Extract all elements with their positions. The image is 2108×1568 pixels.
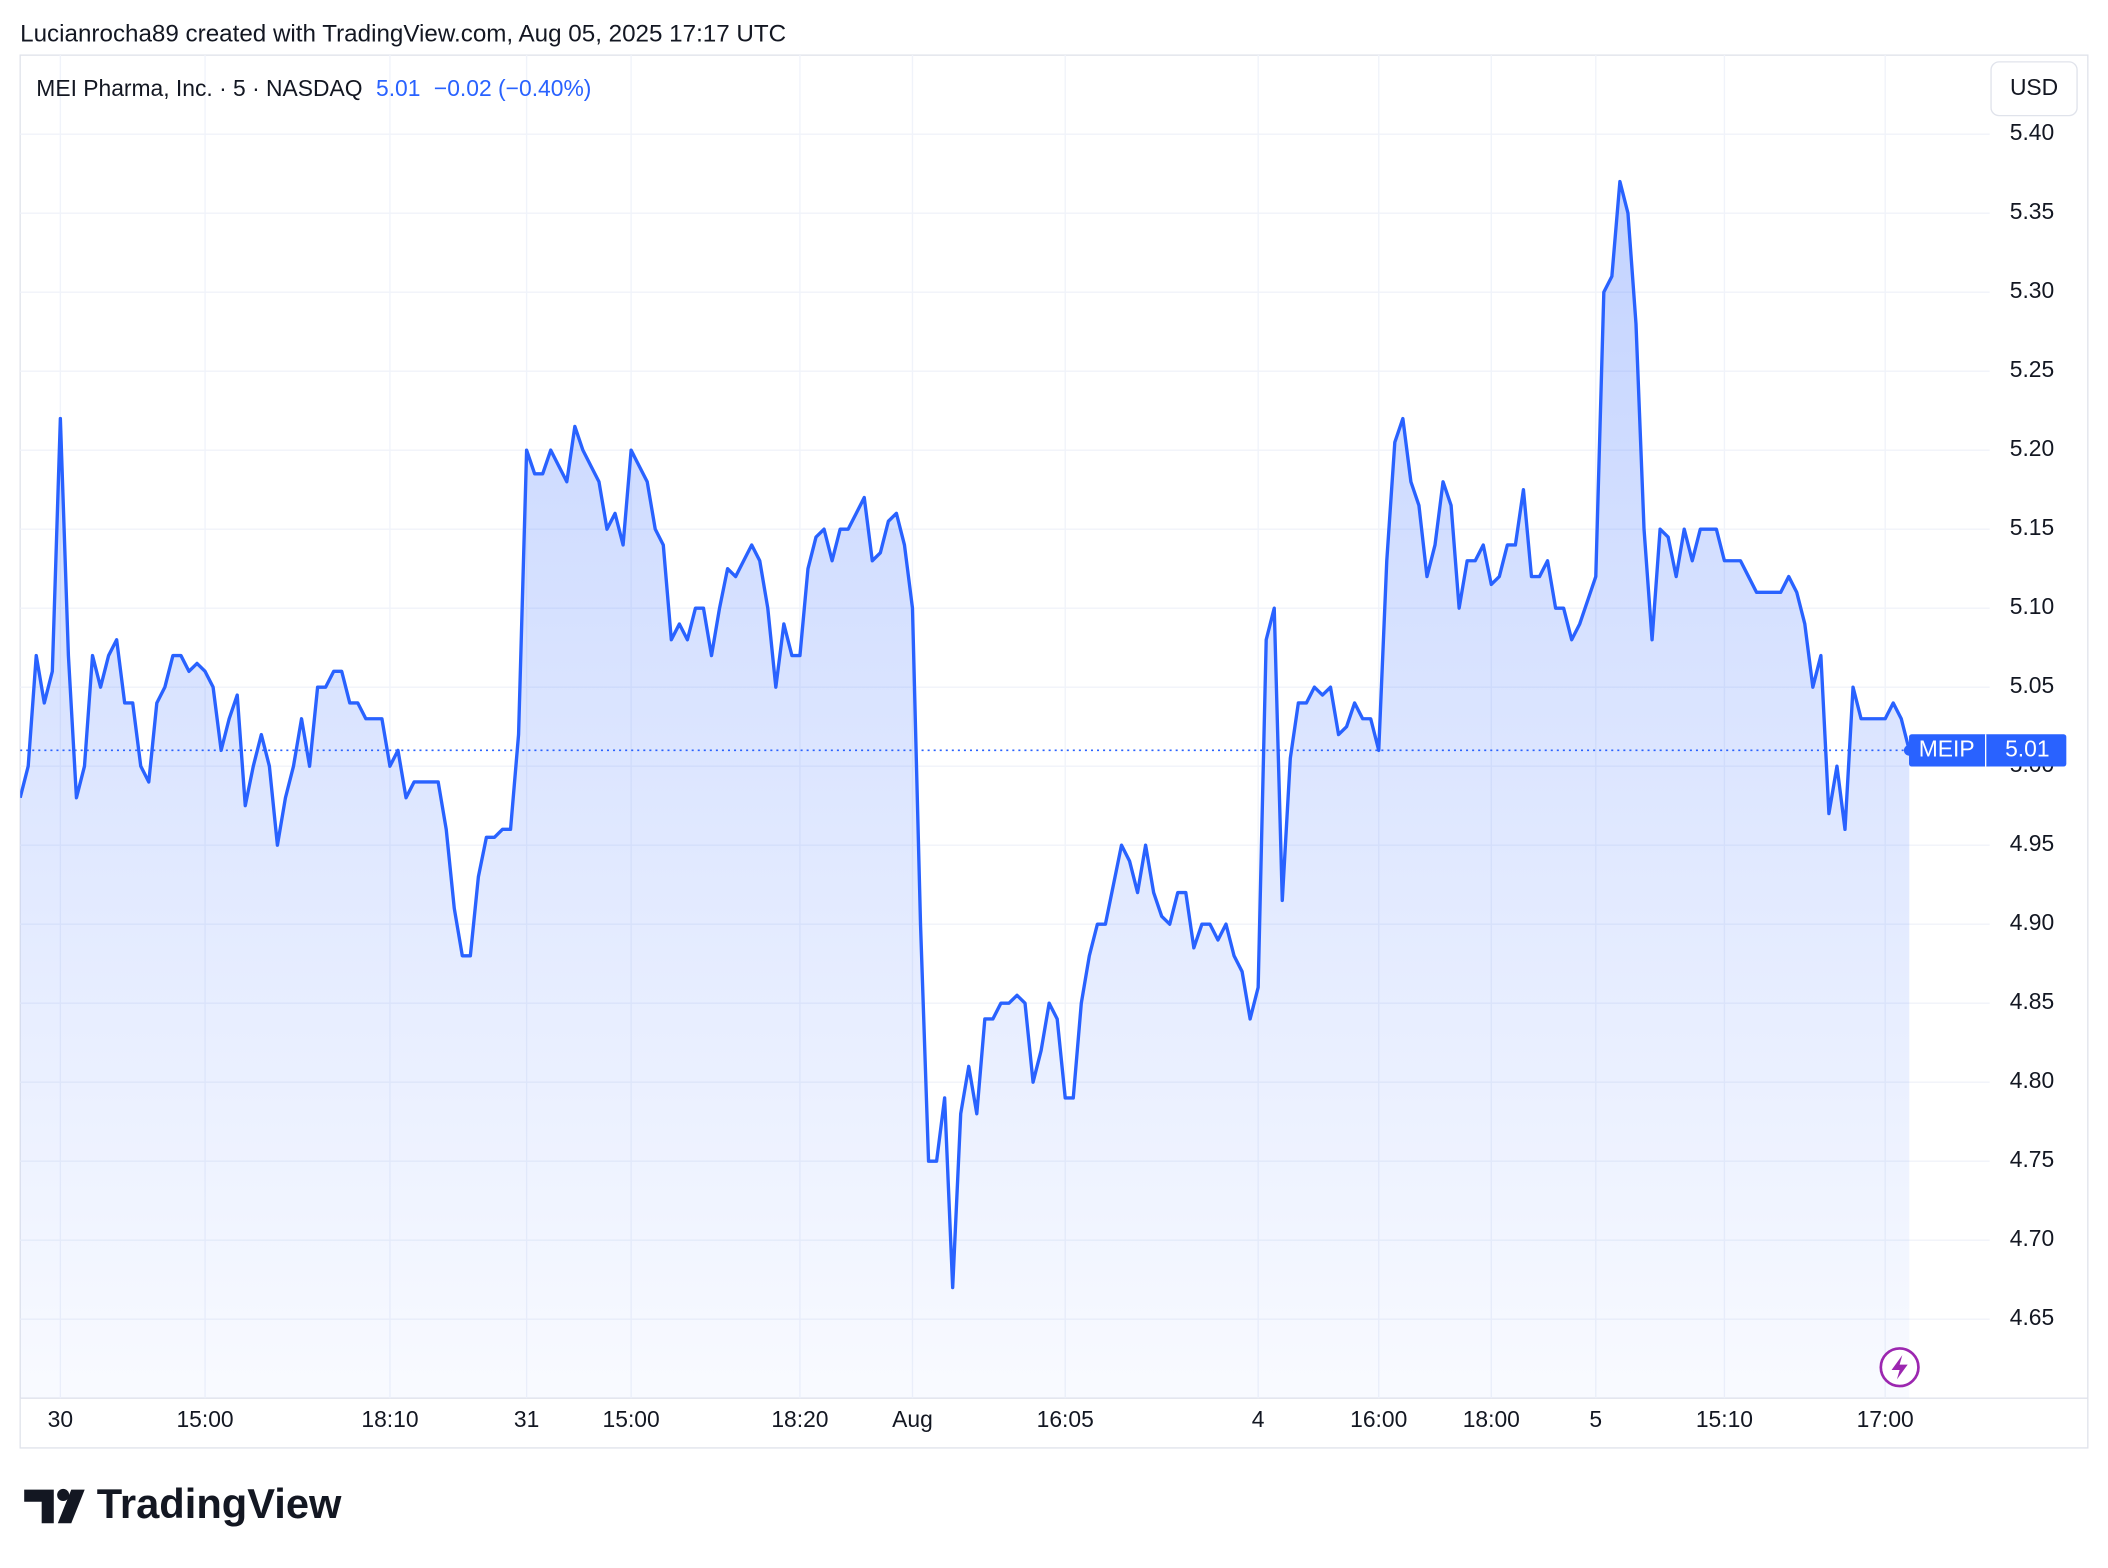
x-tick-label: 18:20 bbox=[771, 1406, 828, 1432]
plot-area bbox=[20, 179, 1990, 1399]
currency[interactable]: USD bbox=[2010, 74, 2058, 100]
currency-button[interactable] bbox=[1990, 61, 2078, 117]
x-tick-label: 15:10 bbox=[1696, 1406, 1753, 1432]
y-tick-label: 4.90 bbox=[2010, 909, 2054, 935]
logo: TradingView bbox=[24, 1480, 342, 1527]
price-label-value: 5.01 bbox=[2005, 735, 2049, 761]
y-tick-label: 5.15 bbox=[2010, 514, 2054, 540]
x-tick-label: 5 bbox=[1589, 1406, 1602, 1432]
y-tick-label: 5.25 bbox=[2010, 356, 2054, 382]
logo-mark bbox=[24, 1489, 54, 1524]
y-tick-label: 5.05 bbox=[2010, 672, 2054, 698]
x-tick-label: Aug bbox=[892, 1406, 933, 1432]
price-change: −0.02 (−0.40%) bbox=[434, 75, 591, 101]
y-tick-label: 5.30 bbox=[2010, 277, 2054, 303]
symbol-info: MEI Pharma, Inc. · 5 · NASDAQ bbox=[36, 75, 362, 101]
y-tick-label: 4.95 bbox=[2010, 830, 2054, 856]
x-tick-label: 18:10 bbox=[361, 1406, 418, 1432]
y-tick-label: 5.20 bbox=[2010, 435, 2054, 461]
logo-mark bbox=[57, 1489, 85, 1524]
logo-text: TradingView bbox=[97, 1480, 342, 1527]
x-tick-label: 16:05 bbox=[1037, 1406, 1094, 1432]
replay-icon[interactable] bbox=[1879, 1347, 1920, 1388]
x-tick-label: 15:00 bbox=[603, 1406, 660, 1432]
y-tick-label: 4.65 bbox=[2010, 1304, 2054, 1330]
chart-frame bbox=[19, 54, 2089, 1449]
x-tick-label: 17:00 bbox=[1857, 1406, 1914, 1432]
x-tick-label: 31 bbox=[514, 1406, 539, 1432]
price-label-box bbox=[1909, 734, 2067, 767]
x-tick-label: 18:00 bbox=[1463, 1406, 1520, 1432]
credit: Lucianrocha89 created with TradingView.c… bbox=[20, 20, 786, 47]
y-tick-label: 5.35 bbox=[2010, 198, 2054, 224]
y-tick-label: 4.80 bbox=[2010, 1067, 2054, 1093]
y-tick-label: 4.85 bbox=[2010, 988, 2054, 1014]
x-tick-label: 16:00 bbox=[1350, 1406, 1407, 1432]
y-tick-label: 4.70 bbox=[2010, 1225, 2054, 1251]
axes: 4.654.704.754.804.854.904.955.005.055.10… bbox=[48, 119, 2055, 1432]
last-price: 5.01 bbox=[376, 75, 420, 101]
price-line bbox=[20, 179, 1911, 1290]
x-tick-label: 4 bbox=[1252, 1406, 1265, 1432]
y-tick-label: 5.40 bbox=[2010, 119, 2054, 145]
area bbox=[20, 181, 1910, 1399]
price-label-symbol: MEIP bbox=[1919, 735, 1975, 761]
x-tick-label: 15:00 bbox=[176, 1406, 233, 1432]
logo-dot bbox=[57, 1488, 70, 1502]
legend: MEI Pharma, Inc. · 5 · NASDAQ 5.01 −0.02 (… bbox=[36, 75, 591, 101]
y-tick-label: 5.10 bbox=[2010, 593, 2054, 619]
y-tick-label: 4.75 bbox=[2010, 1146, 2054, 1172]
icon-bolt[interactable] bbox=[1891, 1355, 1908, 1380]
x-tick-label: 30 bbox=[48, 1406, 73, 1432]
